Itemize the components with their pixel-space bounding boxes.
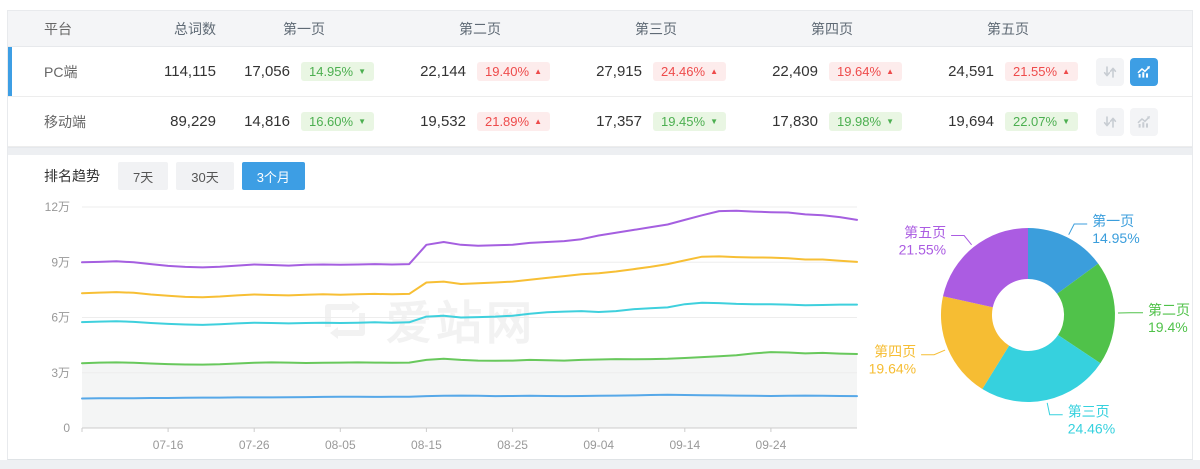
page3-cell: 17,357 19.45% ▼ (568, 112, 744, 131)
total-words: 114,115 (164, 63, 216, 80)
change-badge: 14.95% ▼ (300, 62, 374, 81)
table-row-pc[interactable]: PC端 114,115 17,056 14.95% ▼ 22,144 19.40%… (8, 47, 1192, 97)
trend-toolbar: 排名趋势 7天 30天 3个月 (44, 162, 1192, 190)
table-header: 平台 总词数 第一页 第二页 第三页 第四页 第五页 (8, 11, 1192, 47)
change-badge: 24.46% ▲ (652, 62, 726, 81)
svg-text:09-14: 09-14 (669, 438, 700, 452)
svg-text:3万: 3万 (51, 366, 70, 380)
keyword-ranking-card: 平台 总词数 第一页 第二页 第三页 第四页 第五页 PC端 114,115 1… (7, 10, 1193, 460)
tab-3months[interactable]: 3个月 (241, 162, 305, 190)
page-count: 19,694 (948, 113, 994, 130)
svg-text:09-04: 09-04 (583, 438, 614, 452)
page-distribution-donut-chart[interactable]: 第一页 14.95% 第二页 19.4% 第三页 24.46% 第四页 19.64% 第五页 21… (868, 195, 1200, 460)
col-header-page1: 第一页 (283, 20, 325, 37)
tab-30days[interactable]: 30天 (176, 162, 234, 190)
bottom-band (0, 460, 1200, 469)
page-count: 27,915 (596, 63, 642, 80)
bar-chart-icon[interactable] (1130, 107, 1158, 136)
row-actions (1096, 107, 1192, 136)
page-count: 22,409 (772, 63, 818, 80)
page4-cell: 22,409 19.64% ▲ (744, 62, 920, 81)
sort-arrows-icon[interactable] (1096, 107, 1124, 136)
change-badge: 19.40% ▲ (476, 62, 550, 81)
change-badge: 16.60% ▼ (300, 112, 374, 131)
page-count: 19,532 (420, 113, 466, 130)
col-header-page4: 第四页 (811, 20, 853, 37)
section-divider (8, 147, 1192, 155)
tab-7days[interactable]: 7天 (118, 162, 169, 190)
page1-cell: 17,056 14.95% ▼ (216, 62, 392, 81)
svg-text:12万: 12万 (45, 200, 70, 214)
col-header-page5: 第五页 (987, 20, 1029, 37)
bar-chart-icon[interactable] (1130, 57, 1158, 86)
svg-text:07-16: 07-16 (153, 438, 184, 452)
trend-section: 排名趋势 7天 30天 3个月 爱站网 0 3万 6万 9万 12万 07-16 07-26… (8, 162, 1192, 465)
page4-cell: 17,830 19.98% ▼ (744, 112, 920, 131)
page1-cell: 14,816 16.60% ▼ (216, 112, 392, 131)
svg-text:09-24: 09-24 (756, 438, 787, 452)
sort-arrows-icon[interactable] (1096, 57, 1124, 86)
table-row-mobile[interactable]: 移动端 89,229 14,816 16.60% ▼ 19,532 21.89% ▲… (8, 97, 1192, 147)
col-header-platform: 平台 (44, 20, 72, 37)
page-count: 24,591 (948, 63, 994, 80)
page-count: 17,357 (596, 113, 642, 130)
change-badge: 19.45% ▼ (652, 112, 726, 131)
page-count: 17,056 (244, 63, 290, 80)
trend-title: 排名趋势 (44, 168, 100, 184)
row-actions (1096, 57, 1192, 86)
page5-cell: 24,591 21.55% ▲ (920, 62, 1096, 81)
col-header-total: 总词数 (174, 20, 216, 37)
change-badge: 19.64% ▲ (828, 62, 902, 81)
chart-area: 爱站网 0 3万 6万 9万 12万 07-16 07-26 08-05 08-15 08-25 0… (8, 195, 1192, 465)
page5-cell: 19,694 22.07% ▼ (920, 112, 1096, 131)
svg-text:0: 0 (63, 421, 70, 435)
page-count: 17,830 (772, 113, 818, 130)
trend-line-chart[interactable]: 0 3万 6万 9万 12万 07-16 07-26 08-05 08-15 08-25 09-04… (22, 195, 867, 460)
platform-label: 移动端 (44, 113, 86, 130)
svg-text:07-26: 07-26 (239, 438, 270, 452)
svg-text:08-05: 08-05 (325, 438, 356, 452)
svg-text:9万: 9万 (51, 255, 70, 269)
total-words: 89,229 (170, 113, 216, 130)
svg-text:6万: 6万 (51, 311, 70, 325)
svg-text:08-15: 08-15 (411, 438, 442, 452)
page2-cell: 22,144 19.40% ▲ (392, 62, 568, 81)
page2-cell: 19,532 21.89% ▲ (392, 112, 568, 131)
page-count: 14,816 (244, 113, 290, 130)
col-header-page2: 第二页 (459, 20, 501, 37)
change-badge: 21.55% ▲ (1004, 62, 1078, 81)
platform-label: PC端 (44, 63, 78, 80)
change-badge: 19.98% ▼ (828, 112, 902, 131)
page3-cell: 27,915 24.46% ▲ (568, 62, 744, 81)
change-badge: 22.07% ▼ (1004, 112, 1078, 131)
svg-text:08-25: 08-25 (497, 438, 528, 452)
page-count: 22,144 (420, 63, 466, 80)
change-badge: 21.89% ▲ (476, 112, 550, 131)
col-header-page3: 第三页 (635, 20, 677, 37)
